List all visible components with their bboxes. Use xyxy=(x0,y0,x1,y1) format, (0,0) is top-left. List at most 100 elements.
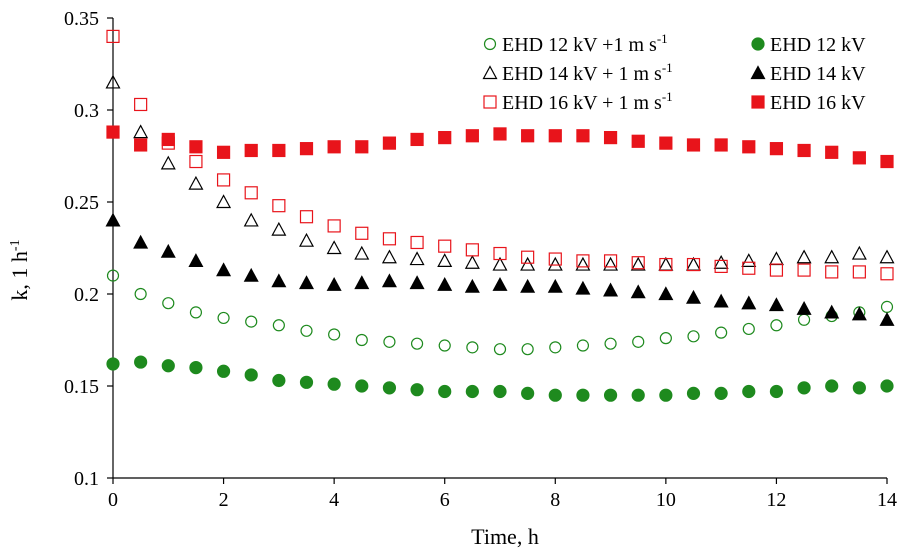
data-point xyxy=(714,259,728,273)
data-point xyxy=(742,261,756,275)
data-point xyxy=(493,343,507,356)
data-point xyxy=(714,138,728,152)
data-point xyxy=(161,132,175,147)
data-point xyxy=(438,384,452,399)
data-point xyxy=(216,194,232,209)
data-point xyxy=(521,250,535,264)
data-point xyxy=(216,364,231,378)
data-point xyxy=(603,131,618,145)
data-point xyxy=(547,256,563,271)
data-point xyxy=(465,243,479,257)
data-point xyxy=(548,388,562,402)
data-point xyxy=(381,249,397,264)
data-point xyxy=(630,284,646,299)
data-point xyxy=(521,129,535,143)
data-point xyxy=(105,212,121,227)
data-point xyxy=(106,125,120,139)
data-point xyxy=(603,254,618,268)
legend-item: EHD 14 kV xyxy=(750,63,866,85)
data-point xyxy=(133,124,149,139)
data-point xyxy=(438,131,452,145)
legend-marker xyxy=(483,37,497,51)
series-3 xyxy=(105,74,895,271)
legend: EHD 12 kV +1 m s-1 EHD 12 kV EHD 14 kV + 1… xyxy=(482,31,866,114)
x-tick-label: 2 xyxy=(219,489,229,511)
x-tick-label: 8 xyxy=(550,489,560,511)
legend-label: EHD 14 kV + 1 m s-1 xyxy=(502,60,673,85)
data-point xyxy=(742,384,756,399)
data-point xyxy=(438,339,451,352)
data-point xyxy=(549,341,562,354)
data-point xyxy=(160,243,176,258)
data-point xyxy=(576,388,590,402)
data-point xyxy=(880,154,894,169)
data-point xyxy=(631,134,645,148)
data-point xyxy=(272,143,286,158)
data-point xyxy=(797,381,811,395)
data-point xyxy=(410,337,424,350)
series-1 xyxy=(106,269,894,356)
data-point xyxy=(464,254,480,269)
data-point xyxy=(824,304,840,319)
data-point xyxy=(713,254,729,269)
data-point xyxy=(134,138,148,152)
data-point xyxy=(105,74,121,89)
data-point xyxy=(354,245,370,260)
data-point xyxy=(521,386,535,400)
data-point xyxy=(521,343,534,356)
data-point xyxy=(658,256,674,271)
data-point xyxy=(742,140,756,154)
data-point xyxy=(630,256,646,271)
data-point xyxy=(493,127,507,141)
data-point xyxy=(409,251,425,266)
legend-marker xyxy=(482,65,498,80)
data-point xyxy=(244,368,258,382)
data-point xyxy=(879,311,895,326)
data-point xyxy=(492,277,508,291)
data-point xyxy=(383,335,396,348)
data-point xyxy=(328,328,341,341)
data-point xyxy=(769,263,784,277)
data-point xyxy=(741,253,757,268)
data-point xyxy=(355,226,369,240)
data-point xyxy=(410,132,424,147)
data-point xyxy=(825,145,839,159)
data-point xyxy=(548,252,562,266)
data-point xyxy=(492,256,508,271)
data-point xyxy=(299,375,314,389)
data-point xyxy=(298,275,315,290)
data-point xyxy=(631,256,645,270)
x-tick-label: 4 xyxy=(329,489,339,511)
data-point xyxy=(438,239,452,253)
data-point xyxy=(271,273,287,288)
data-point xyxy=(382,381,397,395)
data-point xyxy=(243,212,259,227)
y-tick-label: 0.2 xyxy=(74,284,99,306)
data-point xyxy=(272,319,285,332)
data-point xyxy=(603,388,618,402)
data-point xyxy=(714,386,728,400)
data-point xyxy=(603,256,619,271)
data-point xyxy=(300,324,313,337)
data-point xyxy=(797,143,811,158)
data-point xyxy=(576,254,590,268)
data-point xyxy=(796,249,812,264)
data-point xyxy=(189,361,203,375)
data-point xyxy=(851,306,867,321)
series-4 xyxy=(105,212,895,326)
data-point xyxy=(769,384,784,399)
data-point xyxy=(576,129,590,143)
data-point xyxy=(768,251,784,266)
y-tick-labels: 0.1 0.15 0.2 0.25 0.3 0.35 xyxy=(64,8,99,490)
data-point xyxy=(631,388,645,402)
data-point xyxy=(852,265,866,279)
data-point xyxy=(188,253,204,268)
data-point xyxy=(685,256,702,271)
data-point xyxy=(464,278,480,293)
data-point xyxy=(659,332,672,345)
data-point xyxy=(742,322,755,336)
data-point xyxy=(715,326,728,339)
data-point xyxy=(659,136,673,150)
data-point xyxy=(106,269,120,282)
data-point xyxy=(245,315,258,328)
